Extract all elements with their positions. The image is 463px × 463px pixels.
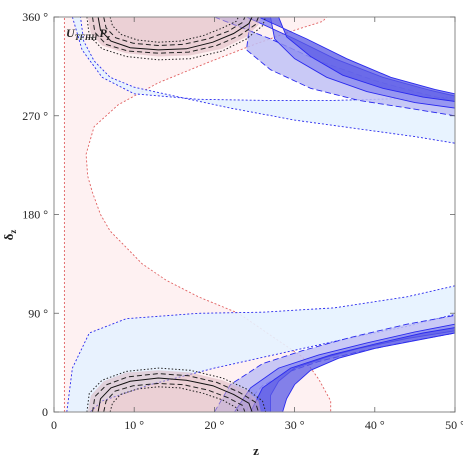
x-tick-label: 20 ° [204,418,224,432]
contour-inner-dotted-1 [109,386,239,413]
y-tick-label: 90 ° [28,306,48,320]
contour-outer-dashed-0 [92,16,259,54]
contour-inner-dashed-1 [103,382,246,413]
contour-solid-0 [97,16,253,51]
y-tick-label: 180 ° [22,208,48,222]
y-tick-label: 360 ° [22,10,48,24]
contour-outer-dotted-1 [86,367,267,413]
y-tick-label: 0 [42,405,48,419]
region-blue-3-1 [249,326,456,413]
x-axis-title: z [253,443,259,458]
regions-layer [63,16,456,413]
contour-inner-dotted-0 [109,16,239,43]
x-tick-label: 30 ° [285,418,305,432]
region-blue-3-0 [258,16,456,103]
contour-solid-1 [97,377,253,413]
contour-outer-dashed-1 [92,373,259,413]
region-lightblue-broad-0 [71,16,456,144]
contour-outer-dotted-0 [86,16,267,61]
x-tick-label: 10 ° [124,418,144,432]
ticks-layer: 0 10 ° 20 ° 30 ° 40 ° 50 ° 0 90 ° 180 ° 270 ° 360 … [22,10,463,432]
contour-inner-dashed-0 [103,16,246,47]
y-axis-title: δz [1,230,18,241]
region-pink-core-0 [87,17,261,57]
x-tick-label: 40 ° [365,418,385,432]
x-tick-label: 50 ° [445,418,463,432]
y-tick-label: 270 ° [22,109,48,123]
contours-layer [86,16,267,413]
chart-annotation: UTFHH Pz [66,26,111,42]
x-tick-label: 0 [51,418,57,432]
